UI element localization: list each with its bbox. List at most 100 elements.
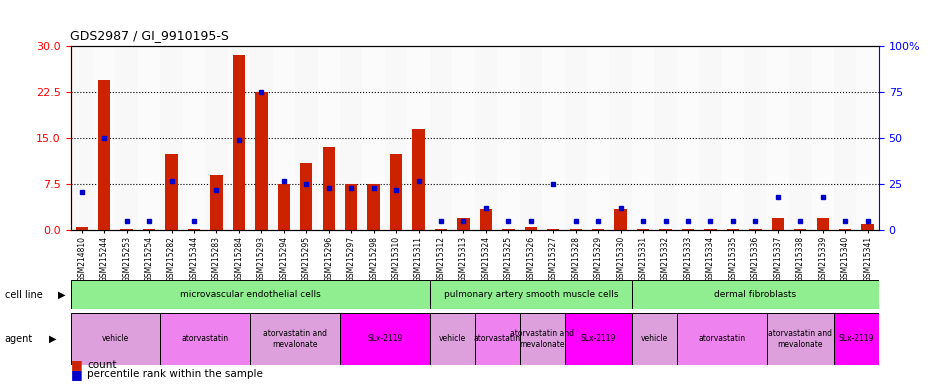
- Text: cell line: cell line: [5, 290, 42, 300]
- Bar: [592, 228, 604, 230]
- Bar: [143, 228, 155, 230]
- Bar: [452, 46, 475, 230]
- Bar: [211, 175, 223, 230]
- Text: atorvastatin and
mevalonate: atorvastatin and mevalonate: [768, 329, 832, 349]
- Bar: [565, 313, 632, 365]
- Bar: [250, 46, 273, 230]
- Bar: [654, 46, 677, 230]
- Bar: [322, 147, 335, 230]
- Bar: [188, 228, 200, 230]
- Bar: [632, 46, 654, 230]
- Bar: [435, 228, 447, 230]
- Bar: [165, 154, 178, 230]
- Text: dermal fibroblasts: dermal fibroblasts: [714, 290, 796, 299]
- Text: vehicle: vehicle: [439, 334, 466, 343]
- Bar: [345, 184, 357, 230]
- Bar: [772, 218, 784, 230]
- Text: atorvastatin and
mevalonate: atorvastatin and mevalonate: [263, 329, 327, 349]
- Bar: [182, 46, 205, 230]
- Bar: [817, 218, 829, 230]
- Bar: [390, 154, 402, 230]
- Bar: [834, 46, 856, 230]
- Bar: [525, 227, 537, 230]
- Bar: [659, 228, 672, 230]
- Bar: [93, 46, 116, 230]
- Bar: [704, 228, 716, 230]
- Bar: [479, 209, 493, 230]
- Bar: [677, 313, 767, 365]
- Bar: [70, 280, 430, 309]
- Bar: [609, 46, 632, 230]
- Bar: [277, 184, 290, 230]
- Bar: [682, 228, 695, 230]
- Bar: [384, 46, 407, 230]
- Bar: [502, 228, 514, 230]
- Text: count: count: [87, 360, 117, 370]
- Bar: [565, 46, 587, 230]
- Bar: [75, 227, 88, 230]
- Bar: [255, 92, 268, 230]
- Bar: [273, 46, 295, 230]
- Bar: [587, 46, 609, 230]
- Bar: [120, 228, 133, 230]
- Bar: [368, 184, 380, 230]
- Bar: [161, 46, 182, 230]
- Text: atorvastatin and
mevalonate: atorvastatin and mevalonate: [510, 329, 574, 349]
- Bar: [547, 228, 559, 230]
- Bar: [767, 46, 789, 230]
- Bar: [861, 224, 874, 230]
- Bar: [632, 280, 879, 309]
- Bar: [615, 209, 627, 230]
- Bar: [407, 46, 430, 230]
- Bar: [363, 46, 384, 230]
- Bar: [300, 163, 312, 230]
- Bar: [570, 228, 582, 230]
- Bar: [839, 228, 852, 230]
- Bar: [727, 228, 739, 230]
- Bar: [520, 313, 565, 365]
- Bar: [677, 46, 699, 230]
- Bar: [789, 46, 811, 230]
- Bar: [227, 46, 250, 230]
- Text: ■: ■: [70, 358, 83, 371]
- Bar: [340, 313, 430, 365]
- Bar: [138, 46, 161, 230]
- Bar: [457, 218, 470, 230]
- Bar: [233, 55, 245, 230]
- Bar: [475, 313, 520, 365]
- Text: atorvastatin: atorvastatin: [698, 334, 745, 343]
- Bar: [430, 280, 632, 309]
- Bar: [70, 46, 93, 230]
- Text: pulmonary artery smooth muscle cells: pulmonary artery smooth muscle cells: [444, 290, 619, 299]
- Text: atorvastatin: atorvastatin: [474, 334, 521, 343]
- Text: ▶: ▶: [58, 290, 66, 300]
- Text: SLx-2119: SLx-2119: [838, 334, 874, 343]
- Bar: [340, 46, 363, 230]
- Text: microvascular endothelial cells: microvascular endothelial cells: [180, 290, 321, 299]
- Bar: [116, 46, 138, 230]
- Text: vehicle: vehicle: [102, 334, 129, 343]
- Bar: [767, 313, 834, 365]
- Bar: [161, 313, 250, 365]
- Bar: [744, 46, 767, 230]
- Text: ▶: ▶: [49, 334, 56, 344]
- Bar: [722, 46, 744, 230]
- Bar: [70, 313, 161, 365]
- Bar: [250, 313, 340, 365]
- Bar: [205, 46, 227, 230]
- Bar: [497, 46, 520, 230]
- Bar: [811, 46, 834, 230]
- Text: percentile rank within the sample: percentile rank within the sample: [87, 369, 263, 379]
- Bar: [475, 46, 497, 230]
- Bar: [632, 313, 677, 365]
- Text: vehicle: vehicle: [641, 334, 668, 343]
- Bar: [98, 80, 110, 230]
- Bar: [794, 228, 807, 230]
- Bar: [856, 46, 879, 230]
- Text: agent: agent: [5, 334, 33, 344]
- Text: ■: ■: [70, 368, 83, 381]
- Bar: [413, 129, 425, 230]
- Text: SLx-2119: SLx-2119: [368, 334, 402, 343]
- Text: GDS2987 / GI_9910195-S: GDS2987 / GI_9910195-S: [70, 29, 229, 42]
- Bar: [834, 313, 879, 365]
